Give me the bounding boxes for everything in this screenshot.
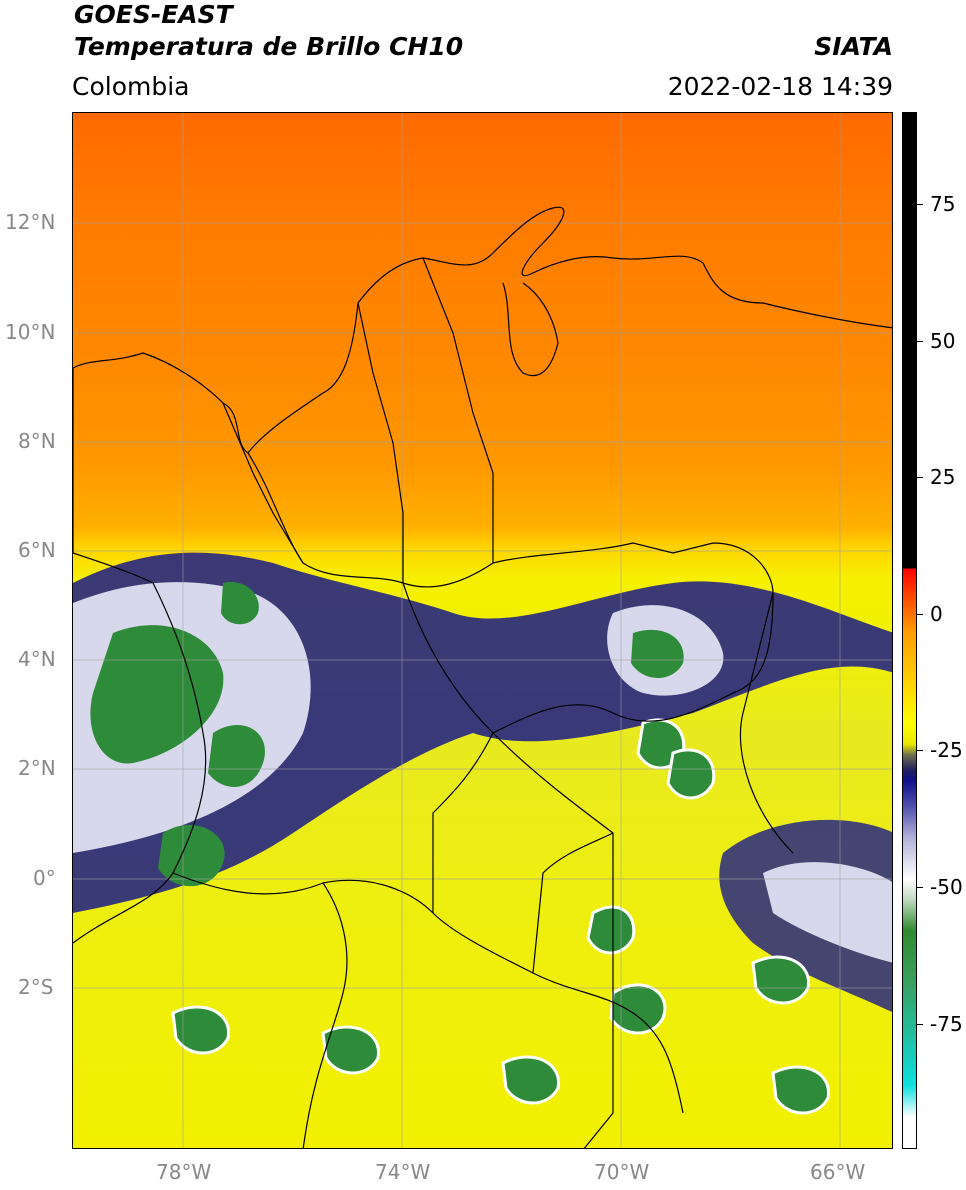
colorbar-tick bbox=[917, 204, 923, 205]
datetime-label: 2022-02-18 14:39 bbox=[667, 72, 893, 101]
colorbar-tick bbox=[917, 1024, 923, 1025]
colorbar-label: 0 bbox=[930, 602, 943, 626]
colorbar-tick bbox=[917, 477, 923, 478]
colorbar-label: -25 bbox=[930, 738, 963, 762]
lon-label: 66°W bbox=[810, 1160, 866, 1184]
product-title: Temperatura de Brillo CH10 bbox=[74, 32, 464, 61]
graticule bbox=[73, 113, 892, 1148]
colorbar-label: 25 bbox=[930, 465, 956, 489]
colorbar-label: 50 bbox=[930, 329, 956, 353]
satellite-title: GOES-EAST bbox=[74, 0, 233, 29]
colorbar-label: -50 bbox=[930, 875, 963, 899]
colorbar-tick bbox=[917, 614, 923, 615]
map-overlay bbox=[73, 113, 892, 1148]
satellite-map bbox=[72, 112, 893, 1149]
lat-label: 2°S bbox=[18, 975, 54, 999]
lat-label: 4°N bbox=[18, 647, 56, 671]
colorbar-tick bbox=[917, 887, 923, 888]
lat-label: 12°N bbox=[5, 210, 56, 234]
region-label: Colombia bbox=[72, 72, 190, 101]
colorbar-tick bbox=[917, 341, 923, 342]
lon-label: 70°W bbox=[594, 1160, 650, 1184]
lon-label: 78°W bbox=[156, 1160, 212, 1184]
colorbar-tick bbox=[917, 750, 923, 751]
colorbar-label: 75 bbox=[930, 192, 956, 216]
org-label: SIATA bbox=[814, 32, 893, 61]
lat-label: 2°N bbox=[18, 756, 56, 780]
lat-label: 0° bbox=[33, 866, 56, 890]
lat-label: 10°N bbox=[5, 320, 56, 344]
lat-label: 8°N bbox=[18, 429, 56, 453]
lon-label: 74°W bbox=[375, 1160, 431, 1184]
lat-label: 6°N bbox=[18, 538, 56, 562]
colorbar bbox=[902, 112, 917, 1149]
borders bbox=[73, 206, 892, 1148]
colorbar-label: -75 bbox=[930, 1012, 963, 1036]
cloud-cover bbox=[73, 552, 892, 1115]
